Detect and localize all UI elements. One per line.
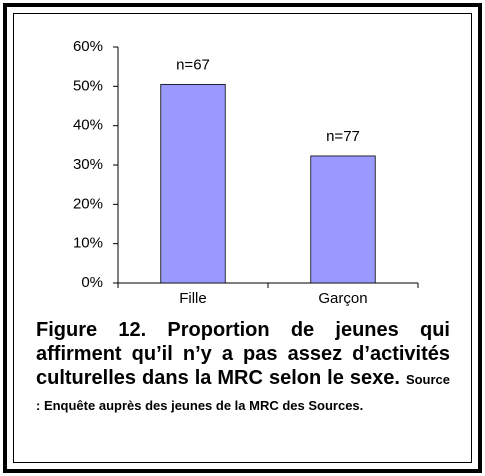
y-tick-label: 60% — [73, 38, 103, 55]
x-tick-label: Fille — [179, 290, 207, 307]
outer-frame — [3, 3, 482, 473]
caption-title: Figure 12. Proportion de jeunes qui affi… — [36, 319, 450, 389]
y-tick-label: 50% — [73, 77, 103, 94]
bar — [310, 155, 376, 284]
y-tick-label: 30% — [73, 156, 103, 173]
x-tick-label: Garçon — [318, 290, 367, 307]
bar — [160, 83, 226, 284]
y-tick-label: 40% — [73, 117, 103, 134]
y-tick-label: 10% — [73, 235, 103, 252]
annotation: n=77 — [326, 128, 360, 145]
inner-frame — [13, 13, 472, 463]
y-tick-label: 20% — [73, 195, 103, 212]
y-tick-label: 0% — [81, 274, 103, 291]
caption: Figure 12. Proportion de jeunes qui affi… — [36, 318, 450, 418]
caption-source: Source : Enquête auprès des jeunes de la… — [36, 372, 451, 413]
annotation: n=67 — [176, 56, 210, 73]
